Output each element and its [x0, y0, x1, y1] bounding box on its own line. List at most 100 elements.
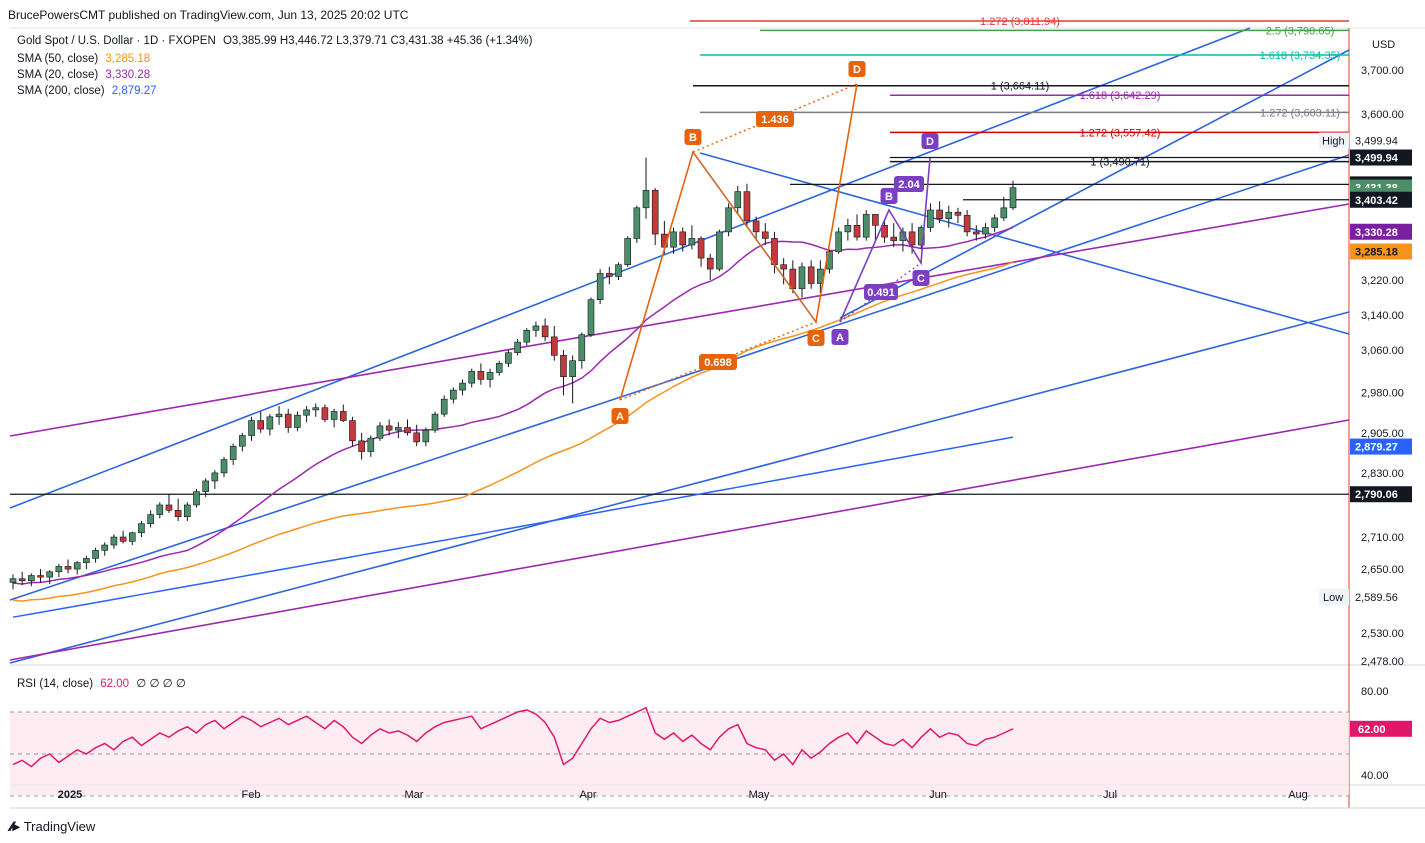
- symbol-legend[interactable]: Gold Spot / U.S. Dollar · 1D · FXOPEN O3…: [17, 35, 532, 47]
- sma20-legend[interactable]: SMA (20, close) 3,330.28: [17, 69, 150, 81]
- candle-body: [550, 336, 558, 356]
- candle-body: [18, 578, 26, 582]
- candle-body: [872, 214, 879, 226]
- price-tick-20: 2,478.00: [1361, 656, 1404, 668]
- candle-body: [844, 225, 852, 233]
- candle-body: [110, 536, 118, 546]
- high-label-box: [1319, 132, 1349, 149]
- high-value: 3,499.94: [1355, 136, 1398, 148]
- sma20-line: [12, 226, 1014, 585]
- price-tick-12: 2,905.00: [1361, 428, 1404, 440]
- harmonic1-point-b: B: [689, 132, 697, 144]
- candle-body: [780, 264, 787, 270]
- candle-body: [477, 371, 485, 380]
- candle-body: [202, 480, 209, 492]
- candle-body: [101, 544, 109, 551]
- trendline-descending: [699, 152, 1350, 335]
- price-tick-14: 2,830.00: [1361, 468, 1404, 480]
- harmonic1-point-b-box: [684, 129, 702, 145]
- rsi-legend[interactable]: RSI (14, close) 62.00 ∅ ∅ ∅ ∅: [17, 676, 186, 690]
- candle-body: [716, 231, 723, 270]
- low-label-box: [1319, 589, 1349, 605]
- harmonic1-point-d: D: [853, 64, 861, 76]
- price-tick-1: 3,600.00: [1361, 109, 1404, 121]
- candle-body: [1000, 207, 1008, 219]
- price-tick-9: 3,140.00: [1361, 310, 1404, 322]
- price-tick-8: 3,220.00: [1361, 275, 1404, 287]
- harmonic2-legs: [839, 157, 931, 323]
- candle-body: [312, 407, 320, 411]
- candle-body: [569, 360, 576, 378]
- low-label: Low: [1323, 592, 1343, 604]
- fib-level-label-1: 2.5 (3,790.65): [1266, 25, 1335, 37]
- candle-body: [395, 427, 402, 431]
- time-tick-2: Mar: [405, 789, 424, 801]
- sma50-legend[interactable]: SMA (50, close) 3,285.18: [17, 53, 150, 65]
- sma200-legend[interactable]: SMA (200, close) 2,879.27: [17, 85, 157, 97]
- candle-body: [431, 413, 439, 431]
- harmonic2-point-b-box: [880, 188, 898, 204]
- candle-body: [862, 214, 870, 238]
- candle-body: [596, 273, 604, 300]
- candle-body: [413, 432, 420, 443]
- harmonic1-ratio-label-2-box: [756, 111, 794, 127]
- candle-body: [624, 238, 631, 265]
- candle-body: [495, 363, 503, 373]
- candle-body: [376, 425, 384, 439]
- candle-body: [46, 571, 53, 578]
- tradingview-logo-icon: ⁄⁄▸: [10, 818, 20, 834]
- candle-body: [560, 355, 567, 378]
- candle-body: [239, 435, 246, 447]
- candle-body: [92, 550, 99, 559]
- candle-body: [688, 238, 696, 246]
- candle-body: [991, 217, 998, 228]
- candle-body: [505, 352, 512, 364]
- candle-body: [339, 411, 347, 421]
- harmonic2-point-a-box: [831, 329, 849, 345]
- fib-level-label-0: 1.272 (3,811.94): [980, 16, 1060, 28]
- candle-body: [468, 371, 476, 384]
- brand-name: TradingView: [23, 819, 96, 834]
- price-tick-16: 2,710.00: [1361, 532, 1404, 544]
- harmonic2-point-c: C: [917, 273, 925, 285]
- rsi-extra: ∅ ∅ ∅ ∅: [136, 678, 186, 690]
- candle-body: [147, 514, 154, 524]
- candle-body: [275, 413, 283, 418]
- harmonic1-point-d-box: [848, 61, 866, 77]
- candle-body: [633, 207, 641, 239]
- publisher-info: BrucePowersCMT published on TradingView.…: [8, 8, 409, 22]
- candle-body: [982, 227, 989, 235]
- harmonic1-point-c: C: [812, 333, 820, 345]
- harmonic1-ratio-label-1: 0.698: [704, 357, 732, 369]
- candle-body: [954, 211, 962, 216]
- candle-body: [229, 445, 237, 460]
- candle-body: [615, 264, 622, 277]
- fib-level-label-6: 1.272 (3,557.42): [1080, 127, 1161, 139]
- candle-body: [890, 236, 898, 241]
- candle-body: [37, 575, 44, 578]
- candle-body: [193, 491, 200, 506]
- candle-body: [606, 273, 613, 277]
- time-tick-1: Feb: [242, 789, 261, 801]
- candle-body: [725, 207, 732, 233]
- time-tick-5: Jun: [929, 789, 947, 801]
- harmonic2-ratio-label-1: 0.491: [867, 287, 895, 299]
- candle-body: [541, 325, 549, 338]
- harmonic2-point-c-box: [912, 270, 930, 286]
- price-label-box-4: [1350, 191, 1412, 208]
- candle-body: [119, 536, 127, 542]
- trendline-long-support: [9, 311, 1350, 664]
- candle-body: [385, 425, 393, 431]
- candle-body: [936, 209, 943, 220]
- rsi-tick-40: 40.00: [1361, 770, 1389, 782]
- candle-body: [321, 407, 329, 420]
- tradingview-brand[interactable]: ⁄⁄▸ TradingView: [10, 818, 95, 835]
- candle-body: [651, 190, 659, 235]
- candle-body: [422, 429, 430, 443]
- price-tick-17: 2,650.00: [1361, 564, 1404, 576]
- rsi-tick-80: 80.00: [1361, 686, 1389, 698]
- price-label-8: 2,790.06: [1355, 489, 1398, 501]
- sma200-line: [12, 436, 1014, 618]
- candle-body: [64, 566, 72, 570]
